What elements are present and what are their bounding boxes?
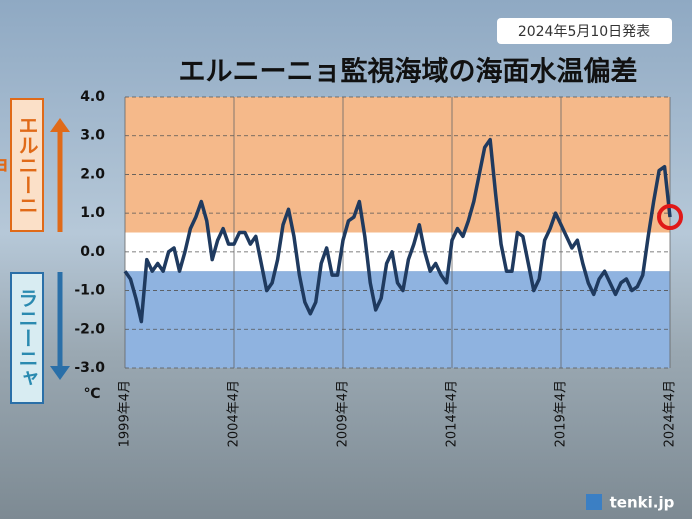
chart-title: エルニーニョ監視海域の海面水温偏差 — [179, 56, 638, 88]
chart-subtitle: 2024年5月10日発表 — [518, 24, 650, 40]
logo-icon — [586, 494, 602, 510]
la-nina-label: ラニーニャ — [10, 272, 44, 404]
y-tick-label: 0.0 — [80, 244, 105, 260]
source: tenki.jp — [610, 494, 675, 512]
band — [125, 271, 670, 368]
y-tick-label: 1.0 — [80, 205, 105, 221]
line — [123, 137, 672, 324]
plot — [124, 96, 671, 369]
x-tick-label: 2004年4月 — [227, 380, 242, 447]
y-tick-label: 4.0 — [80, 89, 105, 105]
la-nina-arrowhead — [50, 366, 70, 380]
x-tick-label: 2009年4月 — [336, 380, 351, 447]
y-tick-label: 2.0 — [80, 166, 105, 182]
date-box — [497, 18, 672, 44]
band — [125, 97, 670, 233]
y-tick-label: -2.0 — [74, 321, 105, 337]
y-tick-label: -1.0 — [74, 283, 105, 299]
x-tick-label: 2024年4月 — [663, 380, 678, 447]
y-tick-label: 3.0 — [80, 128, 105, 144]
x-tick-label: 2014年4月 — [445, 380, 460, 447]
y-unit: ℃ — [84, 386, 101, 402]
el-nino-label: エルニーニョ — [0, 98, 44, 232]
latest-highlight — [657, 204, 683, 231]
x-tick-label: 2019年4月 — [554, 380, 569, 447]
el-nino-arrowhead — [50, 118, 70, 132]
y-tick-label: -3.0 — [74, 360, 105, 376]
x-tick-label: 1999年4月 — [118, 380, 133, 447]
